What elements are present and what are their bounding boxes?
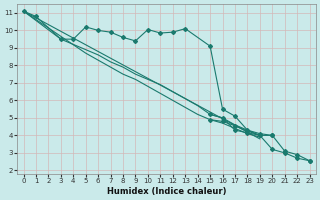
X-axis label: Humidex (Indice chaleur): Humidex (Indice chaleur) (107, 187, 226, 196)
